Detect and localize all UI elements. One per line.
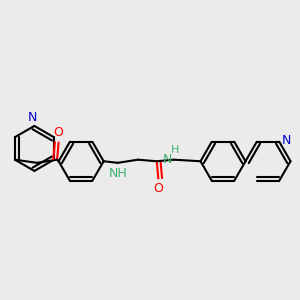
Text: N: N [28, 111, 38, 124]
Text: O: O [54, 126, 64, 139]
Text: H: H [171, 145, 180, 155]
Text: O: O [153, 182, 163, 195]
Text: N: N [163, 153, 172, 166]
Text: NH: NH [108, 167, 127, 180]
Text: N: N [282, 134, 291, 147]
